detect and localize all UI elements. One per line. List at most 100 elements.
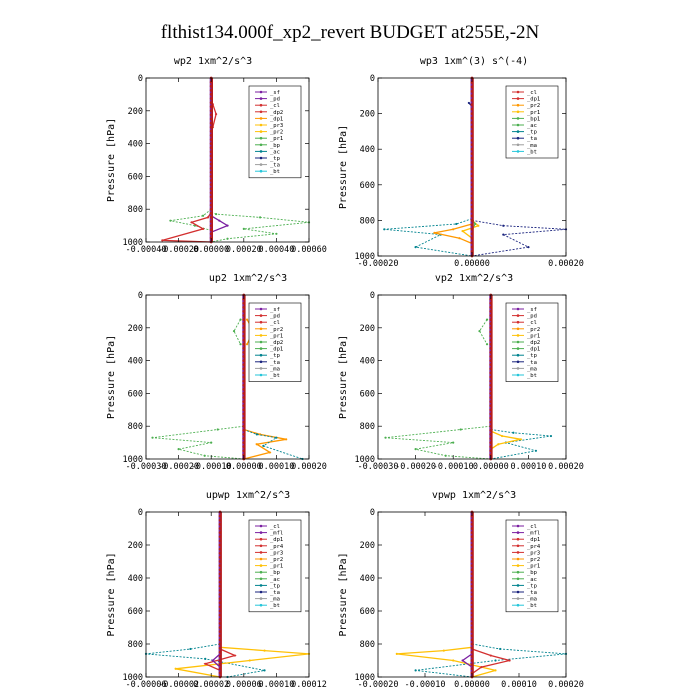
zero-profile-point [218,514,222,518]
legend-marker [516,564,520,567]
legend-marker [259,373,263,377]
zero-profile-point [470,621,474,625]
y-tick-label: 400 [128,574,143,584]
profile-line [243,428,287,460]
profile-point [534,449,538,452]
zero-profile-point [218,609,222,613]
legend-marker [259,327,263,331]
zero-profile-point [218,593,222,596]
y-tick-label: 800 [360,422,375,432]
profile-line [170,208,212,231]
zero-profile-point [209,195,213,199]
zero-profile-point [489,310,493,313]
legend-entry: _pr4 [270,544,284,550]
profile-line [175,646,310,678]
zero-profile-point [218,584,222,588]
legend-entry: _ta [527,360,537,366]
zero-profile-point [470,659,474,662]
legend-entry: _pr1 [270,136,283,142]
zero-profile-point [470,223,474,227]
legend-entry: _ta [270,360,280,366]
legend-marker [516,557,520,561]
zero-profile-point [209,150,213,154]
legend-entry: _ta [270,163,280,169]
x-tick-label: 0.00012 [291,680,327,690]
legend-entry: _ta [527,590,537,596]
zero-profile-point [209,179,213,182]
zero-profile-point [489,424,493,428]
zero-profile-point [489,404,493,408]
y-tick-label: 1000 [123,455,143,465]
x-tick-label: 0.00060 [291,245,327,255]
legend-marker [516,320,520,324]
zero-profile-point [209,211,213,215]
profile-point [414,448,417,451]
zero-profile-point [209,97,213,100]
legend-entry: _cl [270,320,280,326]
zero-profile-point [470,134,474,138]
zero-profile-point [218,638,222,642]
legend-entry: _ac [270,577,280,583]
x-tick-label: 0.00000 [454,680,490,690]
zero-profile-point [489,416,493,420]
profile-point [500,434,504,438]
panel-title: vpwp 1xm^2/s^3 [432,490,516,501]
panel-2: wp3 1xm^(3) s^(-4) Pressure [hPa] 0 200 400 6… [338,56,584,269]
panel-3: up2 1xm^2/s^3 Pressure [hPa] 0 200 400 600 800… [106,273,327,472]
profile-point [485,318,489,321]
legend-entry: _bp1 [527,116,540,122]
y-tick-label: 1000 [355,673,375,683]
zero-profile-point [489,383,493,387]
zero-profile-point [218,659,222,662]
zero-profile-point [489,433,493,436]
zero-profile-point [470,597,474,601]
legend-entry: _pr1 [527,333,540,339]
zero-profile-point [242,318,246,321]
y-axis-label: Pressure [hPa] [338,552,349,636]
profile-point [214,213,218,216]
zero-profile-point [218,634,222,638]
legend-entry: _dp2 [270,340,283,346]
legend-marker [259,97,263,100]
zero-profile-point [242,433,246,436]
plot-frame [145,77,310,243]
profile-line [162,212,212,243]
zero-profile-point [209,191,213,195]
zero-profile-point [209,134,213,137]
zero-profile-point [218,646,222,650]
zero-profile-point [218,588,222,592]
x-tick-label: -0.00002 [158,680,199,690]
y-tick-label: 1000 [123,673,143,683]
profile-line [490,430,522,450]
zero-profile-point [242,420,246,424]
profile-point [494,659,497,662]
zero-profile-point [242,346,246,350]
zero-profile-point [209,84,213,88]
zero-profile-point [242,338,246,342]
legend-marker [259,117,263,120]
legend-entry: _pr2 [270,130,283,136]
zero-profile-point [209,109,213,113]
profile-point [210,441,213,444]
profile-point [204,662,207,665]
legend-marker [259,544,263,548]
zero-profile-point [489,346,493,350]
zero-profile-point [470,617,474,621]
legend-entry: _ma [270,597,280,603]
profile-point [245,318,249,321]
legend-marker [259,334,263,337]
panel-title: upwp 1xm^2/s^3 [206,490,290,501]
legend-entry: _pd [527,314,537,320]
x-tick-label: 0.00000 [226,462,262,472]
legend-marker [259,110,263,114]
profile-point [480,666,483,669]
panel-4: vp2 1xm^2/s^3 Pressure [hPa] 0 200 400 600 800… [338,273,584,472]
legend-entry: _cl [527,524,537,530]
x-tick-label: -0.00020 [158,245,199,255]
profile-point [255,443,258,446]
legend-marker [516,110,520,114]
zero-profile-point [242,424,246,428]
zero-profile-point [218,617,222,621]
legend-entry: _tp [270,583,280,589]
profile-point [263,649,266,652]
